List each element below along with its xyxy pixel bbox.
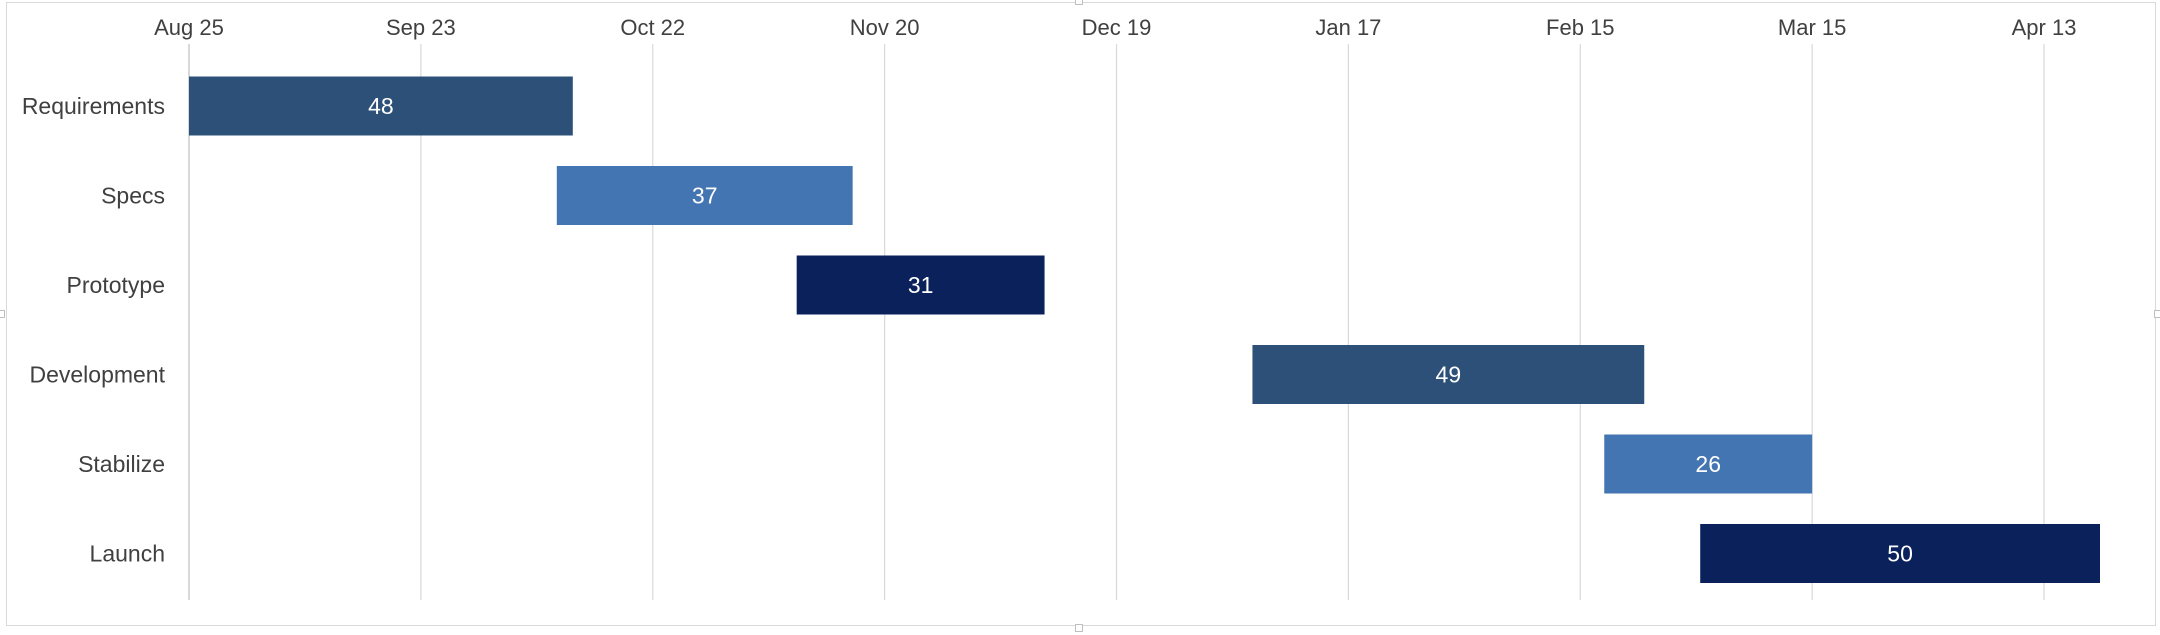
category-label: Requirements bbox=[22, 93, 165, 119]
data-label: 31 bbox=[908, 272, 934, 298]
x-tick-label: Dec 19 bbox=[1082, 15, 1152, 40]
resize-handle-bottom[interactable] bbox=[1075, 624, 1083, 632]
data-label: 50 bbox=[1887, 541, 1913, 567]
gantt-bar bbox=[796, 255, 1045, 315]
resize-handle-top[interactable] bbox=[1075, 0, 1083, 5]
x-tick-label: Jan 17 bbox=[1315, 15, 1381, 40]
x-tick-label: Feb 15 bbox=[1546, 15, 1615, 40]
resize-handle-left[interactable] bbox=[0, 310, 5, 318]
gantt-bar bbox=[556, 166, 853, 225]
category-label: Development bbox=[29, 362, 165, 388]
chart-area-border bbox=[6, 2, 2156, 626]
data-label: 37 bbox=[692, 183, 718, 209]
gantt-bar bbox=[189, 76, 573, 136]
gantt-bar bbox=[1604, 434, 1813, 494]
gantt-bar bbox=[1700, 524, 2100, 583]
category-label: Specs bbox=[101, 183, 165, 209]
data-label: 48 bbox=[368, 93, 394, 119]
resize-handle-right[interactable] bbox=[2154, 310, 2160, 318]
category-label: Stabilize bbox=[78, 451, 165, 477]
x-tick-label: Nov 20 bbox=[850, 15, 920, 40]
x-tick-label: Mar 15 bbox=[1778, 15, 1846, 40]
gantt-bar bbox=[1252, 345, 1645, 404]
x-tick-label: Apr 13 bbox=[2012, 15, 2077, 40]
category-label: Prototype bbox=[67, 272, 165, 298]
data-label: 49 bbox=[1436, 362, 1462, 388]
x-tick-label: Oct 22 bbox=[620, 15, 685, 40]
x-tick-label: Aug 25 bbox=[154, 15, 224, 40]
x-tick-label: Sep 23 bbox=[386, 15, 456, 40]
category-label: Launch bbox=[90, 541, 165, 567]
data-label: 26 bbox=[1695, 451, 1721, 477]
